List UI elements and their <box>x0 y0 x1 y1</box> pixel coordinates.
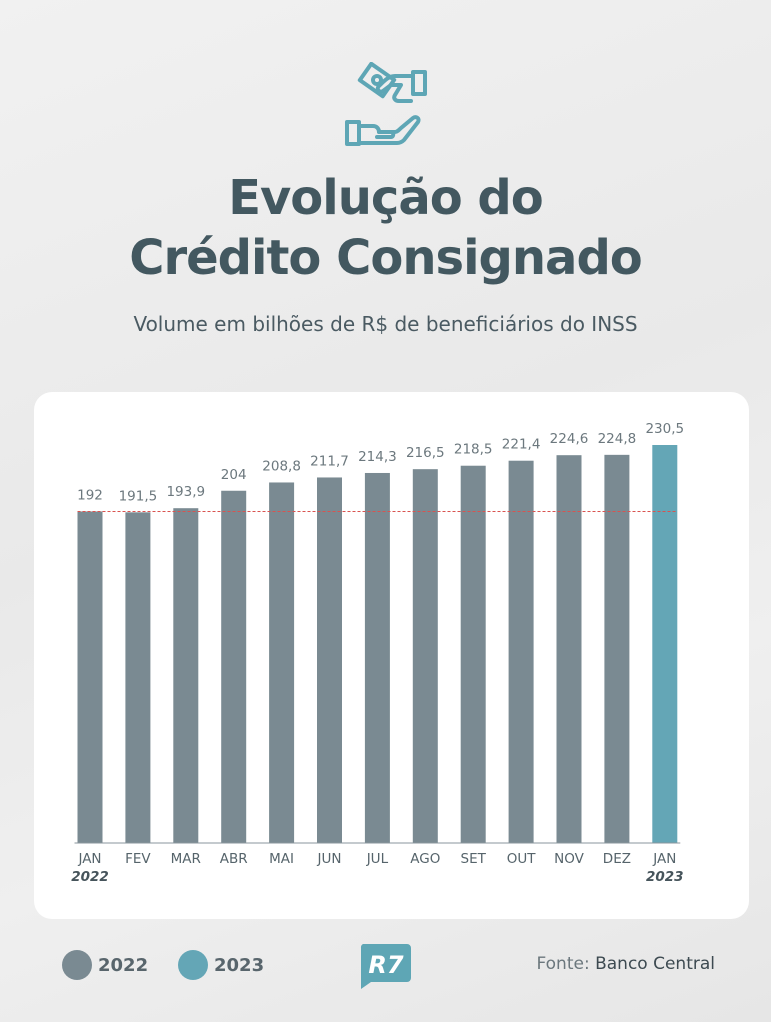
value-label-0: 192 <box>77 487 103 503</box>
bar-7 <box>412 469 438 843</box>
svg-text:R7: R7 <box>368 951 403 979</box>
value-label-9: 221,4 <box>502 437 541 453</box>
value-label-3: 204 <box>221 467 247 483</box>
x-tick-label-2: MAR <box>171 851 201 867</box>
legend-item-2023: 2023 <box>178 950 264 980</box>
x-tick-label-10: NOV <box>554 851 584 867</box>
bar-10 <box>556 455 582 843</box>
x-tick-label-5: JUN <box>317 851 342 867</box>
bar-2 <box>173 508 199 843</box>
labels-group: 192 JAN 2022 191,5 FEV 193,9 MAR 204 ABR 208,8 MAI… <box>71 421 684 885</box>
x-tick-label-6: JUL <box>366 851 389 867</box>
x-tick-label-0: JAN <box>77 851 101 867</box>
value-label-1: 191,5 <box>119 488 158 504</box>
source-credit: Fonte: Banco Central <box>536 954 715 974</box>
x-tick-label-8: SET <box>461 851 487 867</box>
bar-1 <box>125 512 151 843</box>
x-tick-label-9: OUT <box>507 851 537 867</box>
bar-5 <box>317 477 342 843</box>
value-label-12: 230,5 <box>645 421 684 437</box>
value-label-6: 214,3 <box>358 449 397 465</box>
title-line-1: Evolução do <box>228 170 544 226</box>
legend-label-2023: 2023 <box>214 954 265 976</box>
bar-8 <box>460 465 486 843</box>
legend-swatch-2022 <box>62 950 92 980</box>
x-tick-label-4: MAI <box>269 851 294 867</box>
x-tick-label-1: FEV <box>125 851 151 867</box>
page-title: Evolução do Crédito Consignado <box>0 168 771 288</box>
x-year-label-12: 2023 <box>646 869 684 885</box>
bar-3 <box>221 490 247 843</box>
value-label-4: 208,8 <box>262 458 301 474</box>
title-line-2: Crédito Consignado <box>129 230 643 286</box>
bars-group <box>77 445 678 843</box>
hands-money-icon <box>345 62 427 146</box>
bar-12 <box>652 445 678 843</box>
x-tick-label-3: ABR <box>220 851 248 867</box>
bar-chart: 192 JAN 2022 191,5 FEV 193,9 MAR 204 ABR 208,8 MAI… <box>71 421 684 885</box>
r7-logo: R7 <box>360 944 411 989</box>
x-tick-label-11: DEZ <box>603 851 631 867</box>
x-tick-label-7: AGO <box>410 851 440 867</box>
value-label-8: 218,5 <box>454 442 493 458</box>
value-label-2: 193,9 <box>166 484 205 500</box>
source-prefix: Fonte: <box>536 954 590 974</box>
source-name: Banco Central <box>595 954 715 974</box>
bar-0 <box>77 511 103 843</box>
value-label-7: 216,5 <box>406 445 445 461</box>
legend-item-2022: 2022 <box>62 950 148 980</box>
bar-9 <box>508 460 534 843</box>
page-subtitle: Volume em bilhões de R$ de beneficiários… <box>133 312 638 336</box>
x-year-label-0: 2022 <box>71 869 109 885</box>
value-label-11: 224,8 <box>598 431 637 447</box>
x-tick-label-12: JAN <box>652 851 676 867</box>
legend-swatch-2023 <box>178 950 208 980</box>
legend-label-2022: 2022 <box>98 954 149 976</box>
value-label-5: 211,7 <box>310 453 349 469</box>
bar-6 <box>364 472 390 843</box>
bar-11 <box>604 454 630 843</box>
bar-4 <box>269 482 295 843</box>
value-label-10: 224,6 <box>550 431 589 447</box>
chart-card: 192 JAN 2022 191,5 FEV 193,9 MAR 204 ABR 208,8 MAI… <box>34 392 749 919</box>
